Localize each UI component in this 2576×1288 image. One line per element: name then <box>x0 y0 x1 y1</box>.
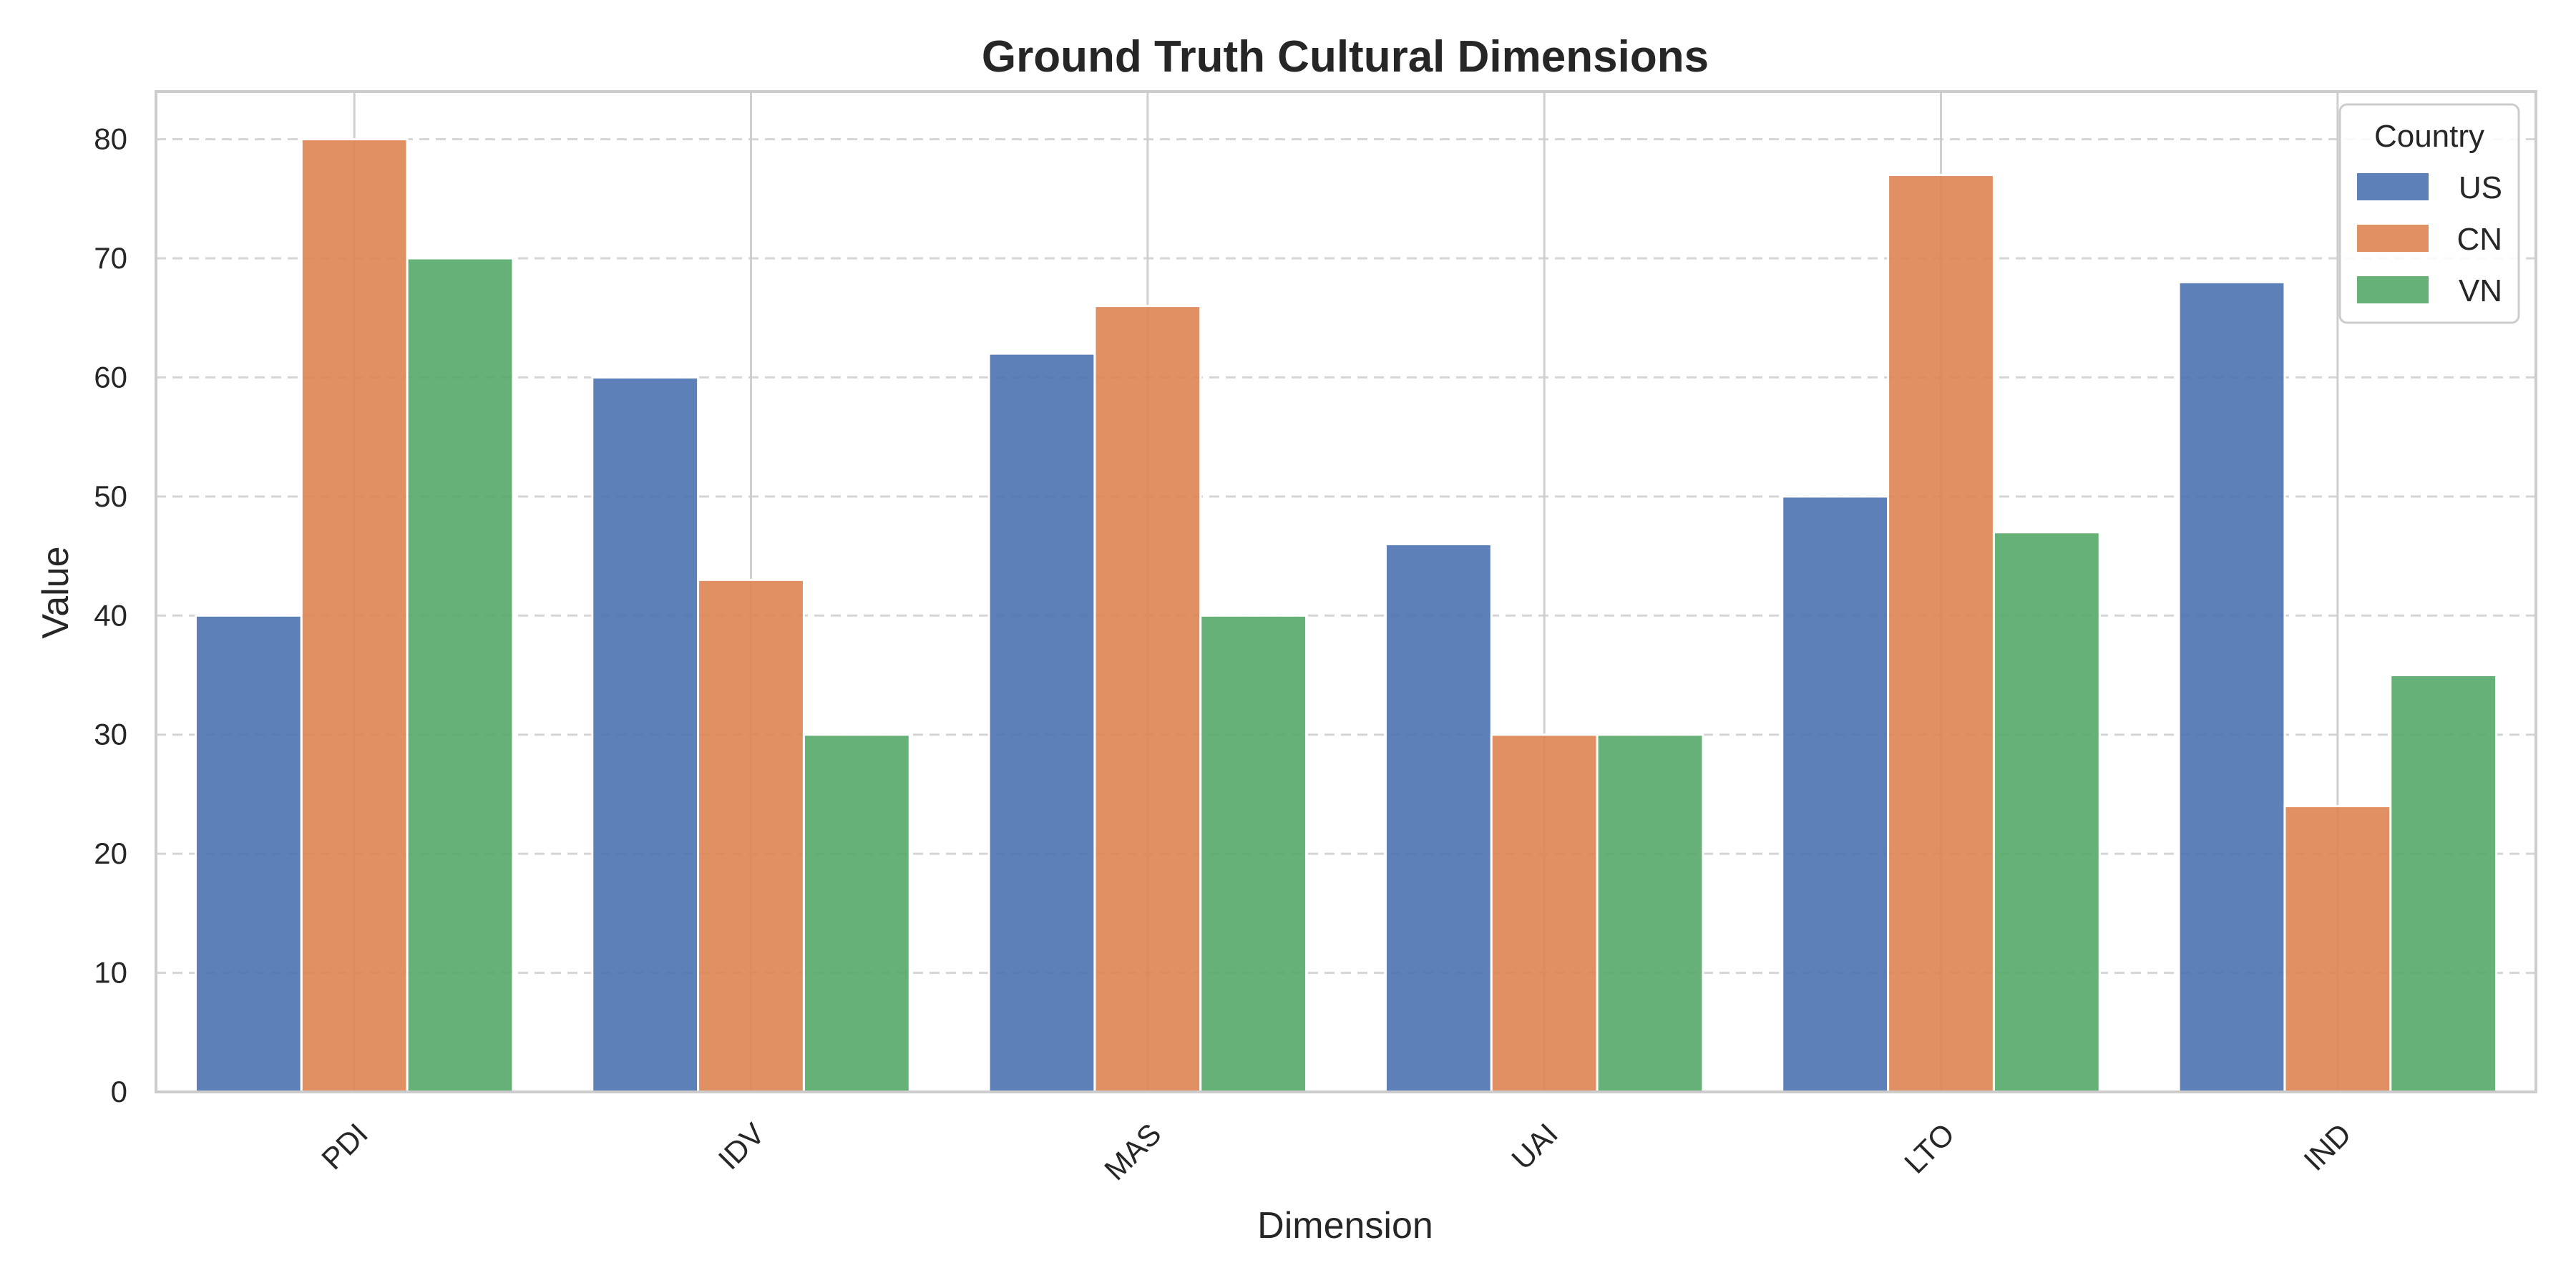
bar-us-ind <box>2177 280 2286 1093</box>
y-tick-label: 0 <box>111 1075 127 1108</box>
bar-vn-uai <box>1596 733 1704 1093</box>
bar-us-mas <box>987 352 1096 1093</box>
bar-cn-mas <box>1093 305 1202 1093</box>
bar-vn-idv <box>802 733 911 1093</box>
x-axis-label: Dimension <box>1257 1205 1433 1246</box>
legend-items: US CN VN <box>2357 170 2502 308</box>
bar-vn-ind <box>2389 674 2498 1093</box>
bar-cn-lto <box>1887 174 1995 1093</box>
legend-label-cn: CN <box>2457 222 2502 257</box>
y-tick-label: 10 <box>94 956 127 990</box>
legend-label-us: US <box>2459 170 2502 205</box>
y-tick-label: 40 <box>94 598 127 632</box>
bar-us-lto <box>1781 495 1890 1093</box>
bar-vn-mas <box>1199 614 1308 1093</box>
bar-vn-lto <box>1992 531 2101 1093</box>
y-axis-ticks: 0 10 20 30 40 50 60 70 80 <box>94 122 127 1108</box>
y-tick-label: 20 <box>94 836 127 870</box>
y-tick-label: 30 <box>94 718 127 751</box>
legend: Country US CN VN <box>2338 103 2520 324</box>
plot-frame <box>155 90 2537 1093</box>
y-tick-label: 80 <box>94 122 127 156</box>
bar-vn-pdi <box>406 257 514 1093</box>
bar-us-idv <box>591 376 700 1093</box>
bar-cn-uai <box>1490 733 1599 1093</box>
bar-cn-idv <box>697 578 805 1093</box>
legend-title: Country <box>2374 119 2484 154</box>
y-tick-label: 70 <box>94 241 127 275</box>
y-tick-label: 60 <box>94 360 127 394</box>
y-tick-label: 50 <box>94 479 127 513</box>
legend-box <box>2338 103 2520 324</box>
legend-swatch-cn <box>2357 225 2429 252</box>
legend-swatch-us <box>2357 173 2429 200</box>
bar-us-uai <box>1384 542 1493 1093</box>
bar-cn-ind <box>2283 805 2392 1093</box>
y-axis-label: Value <box>35 546 77 638</box>
legend-swatch-vn <box>2357 276 2429 303</box>
bars <box>194 138 2498 1093</box>
bar-cn-pdi <box>300 138 409 1093</box>
legend-label-vn: VN <box>2459 273 2502 308</box>
bar-us-pdi <box>194 614 303 1093</box>
chart-title: Ground Truth Cultural Dimensions <box>982 32 1709 82</box>
